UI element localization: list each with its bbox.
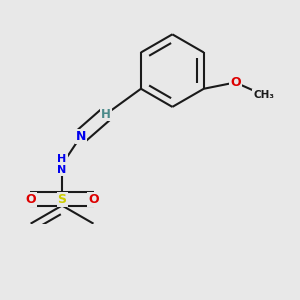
Text: O: O (88, 193, 99, 206)
Text: O: O (230, 76, 241, 89)
Text: H
N: H N (57, 154, 67, 175)
Text: CH₃: CH₃ (253, 90, 274, 100)
Text: S: S (58, 193, 67, 206)
Text: N: N (76, 130, 86, 142)
Text: H: H (101, 107, 111, 121)
Text: O: O (25, 193, 36, 206)
